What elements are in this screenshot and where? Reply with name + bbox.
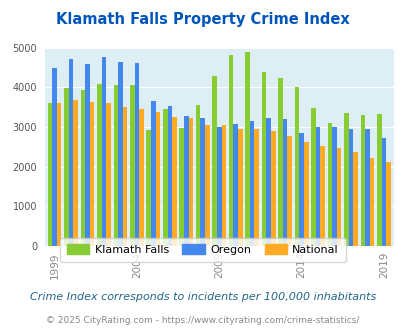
- Bar: [155, 112, 160, 246]
- Text: Crime Index corresponds to incidents per 100,000 inhabitants: Crime Index corresponds to incidents per…: [30, 292, 375, 302]
- Bar: [80, 90, 85, 246]
- Bar: [369, 158, 373, 246]
- Bar: [266, 118, 270, 246]
- Bar: [151, 101, 155, 246]
- Bar: [287, 136, 291, 246]
- Text: © 2025 CityRating.com - https://www.cityrating.com/crime-statistics/: © 2025 CityRating.com - https://www.city…: [46, 316, 359, 325]
- Bar: [228, 55, 233, 246]
- Bar: [376, 114, 381, 246]
- Bar: [282, 119, 287, 246]
- Bar: [57, 103, 61, 246]
- Bar: [47, 103, 52, 246]
- Bar: [134, 62, 139, 246]
- Bar: [167, 106, 172, 246]
- Bar: [52, 68, 57, 246]
- Bar: [237, 129, 242, 246]
- Bar: [336, 148, 341, 246]
- Bar: [310, 108, 315, 246]
- Text: Klamath Falls Property Crime Index: Klamath Falls Property Crime Index: [56, 12, 349, 26]
- Bar: [85, 64, 90, 246]
- Bar: [212, 76, 216, 246]
- Bar: [68, 58, 73, 246]
- Bar: [360, 115, 364, 246]
- Bar: [270, 131, 275, 246]
- Bar: [277, 78, 282, 246]
- Bar: [385, 162, 390, 246]
- Bar: [381, 138, 385, 246]
- Bar: [315, 127, 320, 246]
- Bar: [122, 107, 127, 246]
- Bar: [320, 147, 324, 246]
- Bar: [130, 85, 134, 246]
- Bar: [113, 85, 118, 246]
- Bar: [364, 129, 369, 246]
- Bar: [261, 72, 266, 246]
- Bar: [327, 123, 331, 246]
- Bar: [101, 56, 106, 246]
- Bar: [331, 127, 336, 246]
- Bar: [221, 125, 226, 246]
- Bar: [294, 87, 298, 246]
- Bar: [249, 121, 254, 246]
- Bar: [73, 100, 78, 246]
- Bar: [216, 127, 221, 246]
- Bar: [172, 117, 176, 246]
- Bar: [348, 129, 352, 246]
- Bar: [254, 129, 258, 246]
- Bar: [139, 109, 143, 246]
- Bar: [64, 88, 68, 246]
- Bar: [298, 133, 303, 246]
- Bar: [200, 118, 205, 246]
- Bar: [233, 124, 237, 246]
- Bar: [245, 52, 249, 246]
- Bar: [90, 102, 94, 246]
- Legend: Klamath Falls, Oregon, National: Klamath Falls, Oregon, National: [60, 238, 345, 262]
- Bar: [106, 103, 111, 246]
- Bar: [343, 113, 348, 246]
- Bar: [146, 130, 151, 246]
- Bar: [352, 152, 357, 246]
- Bar: [195, 105, 200, 246]
- Bar: [205, 125, 209, 246]
- Bar: [97, 84, 101, 246]
- Bar: [118, 62, 122, 246]
- Bar: [162, 109, 167, 246]
- Bar: [188, 117, 193, 246]
- Bar: [303, 142, 308, 246]
- Bar: [179, 128, 183, 246]
- Bar: [183, 116, 188, 246]
